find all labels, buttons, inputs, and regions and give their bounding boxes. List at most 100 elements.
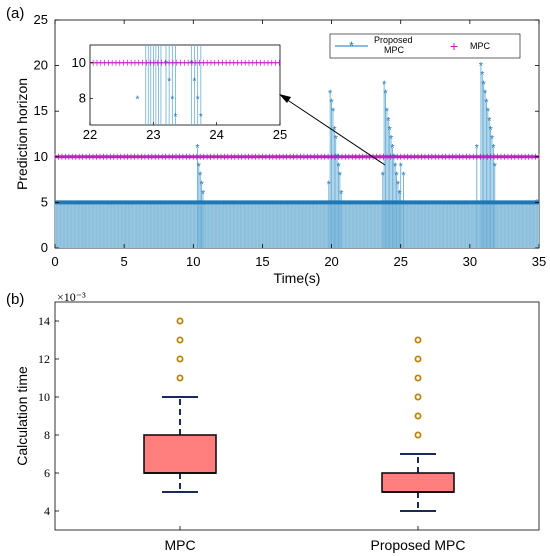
inset-x-tick-label: 25 [273, 127, 287, 142]
proposed-asterisk-point: * [336, 161, 341, 173]
x-tick-label: 10 [186, 254, 200, 269]
y-tick-label: 5 [41, 194, 48, 209]
proposed-asterisk-point: * [383, 88, 388, 100]
y-ticks-b: 4 6 8 10 12 14 [38, 314, 59, 518]
boxes [143, 317, 455, 512]
proposed-asterisk-point: * [335, 152, 340, 164]
proposed-asterisk-point: * [338, 170, 343, 182]
proposed-asterisk-point: * [401, 170, 406, 182]
inset-asterisk-point: * [174, 112, 178, 123]
inset-asterisk-point: * [193, 77, 197, 88]
y-tick-label: 6 [44, 466, 50, 480]
inset-asterisk-point: * [136, 94, 140, 105]
x-tick-label: 15 [255, 254, 269, 269]
y-ticks-a: 0 5 10 15 20 25 [34, 12, 539, 255]
inset-zoom: ********* 22 23 24 25 8 10 [72, 44, 287, 142]
y-tick-label: 25 [34, 12, 48, 27]
proposed-asterisk-point: * [389, 134, 394, 146]
panel-b-label: (b) [6, 291, 24, 308]
x-axis-label-a: Time(s) [274, 270, 321, 286]
proposed-mpc-series: ****************************************… [55, 61, 540, 209]
y-tick-label: 10 [38, 390, 50, 404]
proposed-asterisk-point: * [394, 170, 399, 182]
proposed-asterisk-point: * [475, 143, 480, 155]
outlier-point [414, 336, 422, 344]
proposed-asterisk-point: * [328, 88, 333, 100]
x-tick-label: MPC [164, 537, 195, 553]
proposed-stem-fill [54, 65, 539, 248]
y-tick-label: 4 [44, 504, 50, 518]
y-axis-label-b: Calculation time [14, 366, 30, 466]
inset-y-tick-label: 10 [72, 55, 86, 70]
proposed-asterisk-point: * [493, 161, 498, 173]
legend-item-proposed: * Proposed MPC [335, 35, 415, 55]
inset-asterisk-point: * [164, 59, 168, 70]
proposed-asterisk-point: * [399, 161, 404, 173]
legend-label-proposed: Proposed MPC [374, 35, 415, 55]
proposed-asterisk-point: * [386, 115, 391, 127]
proposed-asterisk-point: * [393, 161, 398, 173]
outlier-point [414, 374, 422, 382]
y-tick-label: 12 [38, 352, 50, 366]
outlier-point [176, 317, 184, 325]
inset-asterisk-point: * [189, 59, 193, 70]
mpc-series [54, 153, 540, 160]
zoom-arrow [279, 94, 386, 166]
y-exponent-label: ×10⁻³ [57, 290, 86, 304]
proposed-asterisk-point: * [484, 97, 489, 109]
y-tick-label: 14 [38, 314, 50, 328]
legend-label-mpc: MPC [470, 41, 491, 51]
y-axis-label-a: Prediction horizon [14, 78, 30, 190]
panel-a-label: (a) [6, 5, 24, 22]
x-ticks-a: 0 5 10 15 20 25 30 35 [51, 20, 546, 269]
proposed-asterisk-point: * [197, 161, 202, 173]
legend-proposed-line1: Proposed [374, 35, 413, 45]
inset-x-tick-label: 22 [83, 127, 97, 142]
inset-x-tick-label: 24 [209, 127, 223, 142]
proposed-asterisk-point: * [490, 134, 495, 146]
proposed-asterisk-point: * [385, 106, 390, 118]
proposed-asterisk-point: * [390, 143, 395, 155]
outlier-point [414, 412, 422, 420]
inset-content: ********* [90, 45, 280, 125]
proposed-asterisk-point: * [480, 70, 485, 82]
proposed-asterisk-point: * [487, 115, 492, 127]
chart-b-frame [54, 301, 540, 531]
legend-proposed-line2: MPC [384, 45, 405, 55]
y-tick-label: 8 [44, 428, 50, 442]
proposed-asterisk-point: * [482, 79, 487, 91]
outlier-point [176, 336, 184, 344]
x-tick-label: 0 [51, 254, 58, 269]
inset-frame [89, 44, 281, 126]
y-tick-label: 10 [34, 149, 48, 164]
proposed-asterisk-point: * [327, 179, 332, 191]
proposed-asterisk-point: * [332, 124, 337, 136]
proposed-asterisk-point: * [479, 61, 484, 73]
y-tick-label: 0 [41, 240, 48, 255]
proposed-asterisk-point: * [201, 188, 206, 200]
prediction-horizon-chart: ****************************************… [14, 12, 546, 286]
legend-plus-icon: + [450, 38, 458, 54]
inset-asterisk-point: * [167, 77, 171, 88]
inset-y-tick-label: 8 [79, 90, 86, 105]
proposed-asterisk-point: * [329, 97, 334, 109]
x-tick-label: 30 [463, 254, 477, 269]
box-iqr [381, 472, 455, 493]
y-tick-label: 20 [34, 58, 48, 73]
proposed-asterisk-point: * [488, 124, 493, 136]
outlier-point [414, 431, 422, 439]
inset-asterisk-point: * [170, 94, 174, 105]
box-iqr [143, 434, 217, 474]
proposed-asterisk-point: * [491, 143, 496, 155]
x-tick-label: 35 [532, 254, 546, 269]
proposed-asterisk-point: * [396, 179, 401, 191]
x-tick-label: 5 [121, 254, 128, 269]
outlier-point [414, 393, 422, 401]
inset-x-tick-label: 23 [146, 127, 160, 142]
proposed-asterisk-point: * [339, 188, 344, 200]
outlier-point [414, 355, 422, 363]
box-mpc [143, 317, 217, 493]
legend: * Proposed MPC + MPC [329, 33, 521, 59]
legend-item-mpc: + MPC [450, 38, 491, 54]
